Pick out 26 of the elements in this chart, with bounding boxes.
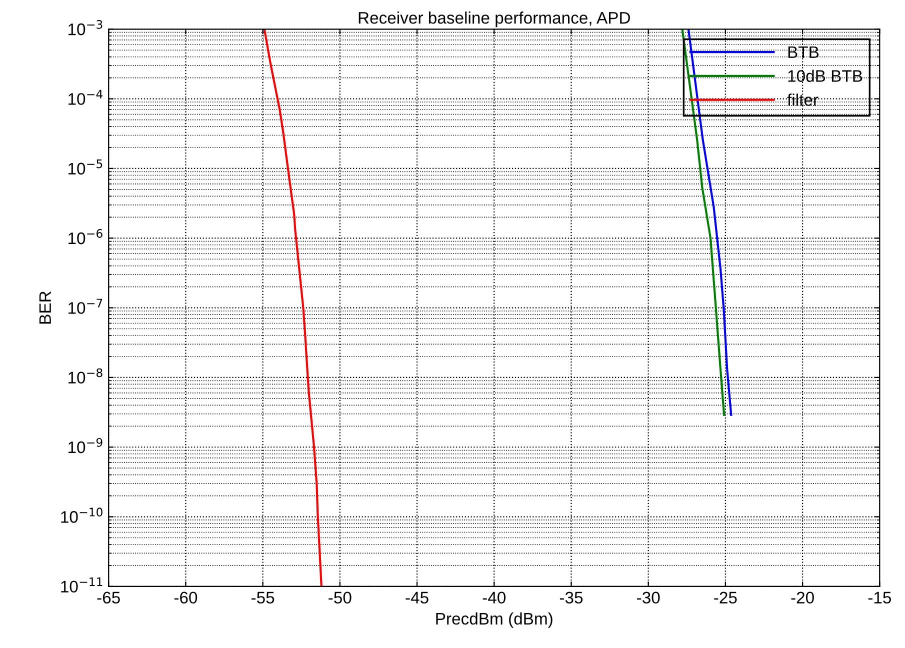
x-tick-label: -65 xyxy=(97,592,120,604)
y-axis-title: BER xyxy=(39,291,51,324)
y-tick-label: 10$^{−4}$ xyxy=(68,90,102,105)
text: filter xyxy=(787,94,818,106)
y-tick-label: 10$^{−8}$ xyxy=(68,368,102,384)
x-tick-label: -45 xyxy=(406,592,428,604)
x-tick-label: -30 xyxy=(637,592,660,604)
x-tick-label: -60 xyxy=(174,592,198,604)
x-tick-label: -40 xyxy=(482,592,506,604)
x-tick-label: -25 xyxy=(714,592,737,604)
y-tick-label: 10$^{−3}$ xyxy=(68,20,102,36)
y-tick-label: 10$^{−10}$ xyxy=(61,508,102,523)
x-tick-label: -55 xyxy=(252,592,274,604)
text: BTB xyxy=(788,46,819,58)
y-tick-label: 10$^{−9}$ xyxy=(68,438,102,454)
x-axis-title: PrecdBm (dBm) xyxy=(436,612,552,628)
chart-title: Receiver baseline performance, APD xyxy=(358,12,630,28)
text: 10dB BTB xyxy=(788,70,862,82)
x-tick-label: -20 xyxy=(791,592,814,604)
y-tick-label: 10$^{−5}$ xyxy=(68,160,102,175)
x-tick-label: -50 xyxy=(328,592,352,604)
y-tick-label: 10$^{−11}$ xyxy=(61,577,102,593)
y-tick-label: 10$^{−7}$ xyxy=(68,298,102,314)
y-tick-label: 10$^{−6}$ xyxy=(68,229,102,244)
x-tick-label: -35 xyxy=(560,592,583,604)
x-tick-label: -15 xyxy=(868,592,892,604)
